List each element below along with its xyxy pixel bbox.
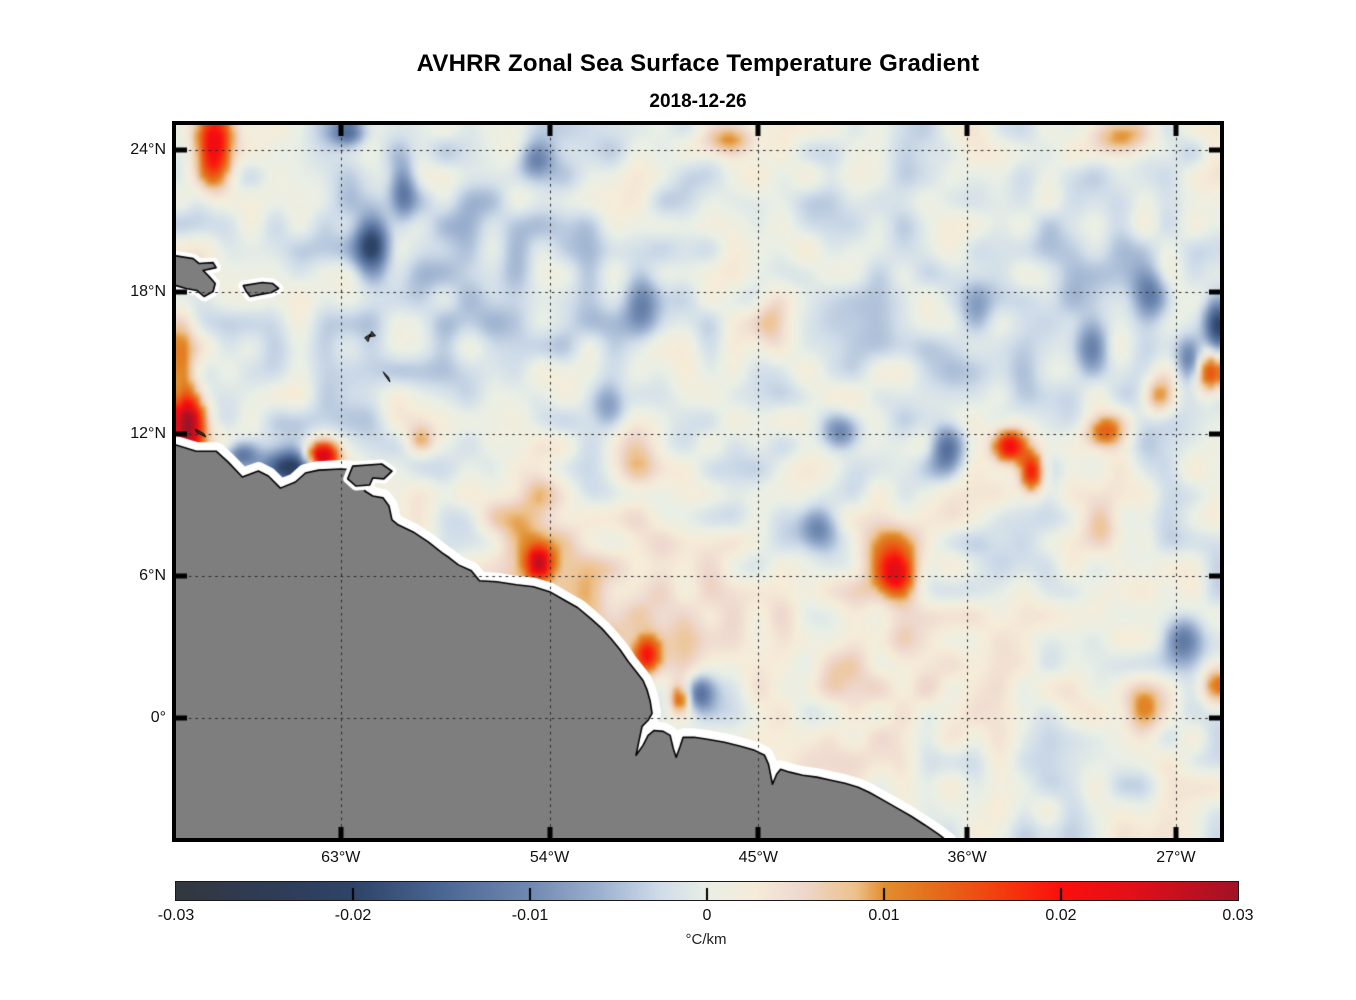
- chart-date-subtitle: 2018-12-26: [649, 91, 747, 112]
- colorbar-frame: [175, 881, 1239, 901]
- lat-tick-label: 6°N: [139, 567, 166, 585]
- map-frame: [172, 121, 1224, 842]
- lat-tick-label: 24°N: [130, 140, 166, 158]
- lat-tick-label: 12°N: [130, 425, 166, 443]
- colorbar-tick-label: -0.03: [157, 907, 195, 924]
- colorbar-tick-label: 0.02: [1045, 907, 1077, 924]
- map-canvas: [176, 125, 1220, 838]
- lat-tick-label: 18°N: [130, 282, 166, 300]
- lon-tick-label: 54°W: [529, 849, 570, 866]
- colorbar-canvas: [176, 882, 1238, 900]
- colorbar-tick-label: -0.01: [511, 907, 549, 924]
- lon-tick-label: 63°W: [321, 849, 361, 866]
- colorbar-tick-label: 0.01: [868, 907, 900, 924]
- colorbar-tick-label: 0.03: [1222, 907, 1254, 924]
- colorbar-tick-label: -0.02: [334, 907, 372, 924]
- colorbar-tick-label: 0: [702, 907, 712, 924]
- lon-tick-label: 45°W: [738, 849, 778, 866]
- lon-tick-label: 27°W: [1156, 849, 1196, 866]
- lat-tick-label: 0°: [150, 709, 166, 727]
- colorbar-units-label: °C/km: [685, 931, 727, 948]
- lon-tick-label: 36°W: [947, 849, 987, 866]
- chart-title: AVHRR Zonal Sea Surface Temperature Grad…: [416, 50, 980, 77]
